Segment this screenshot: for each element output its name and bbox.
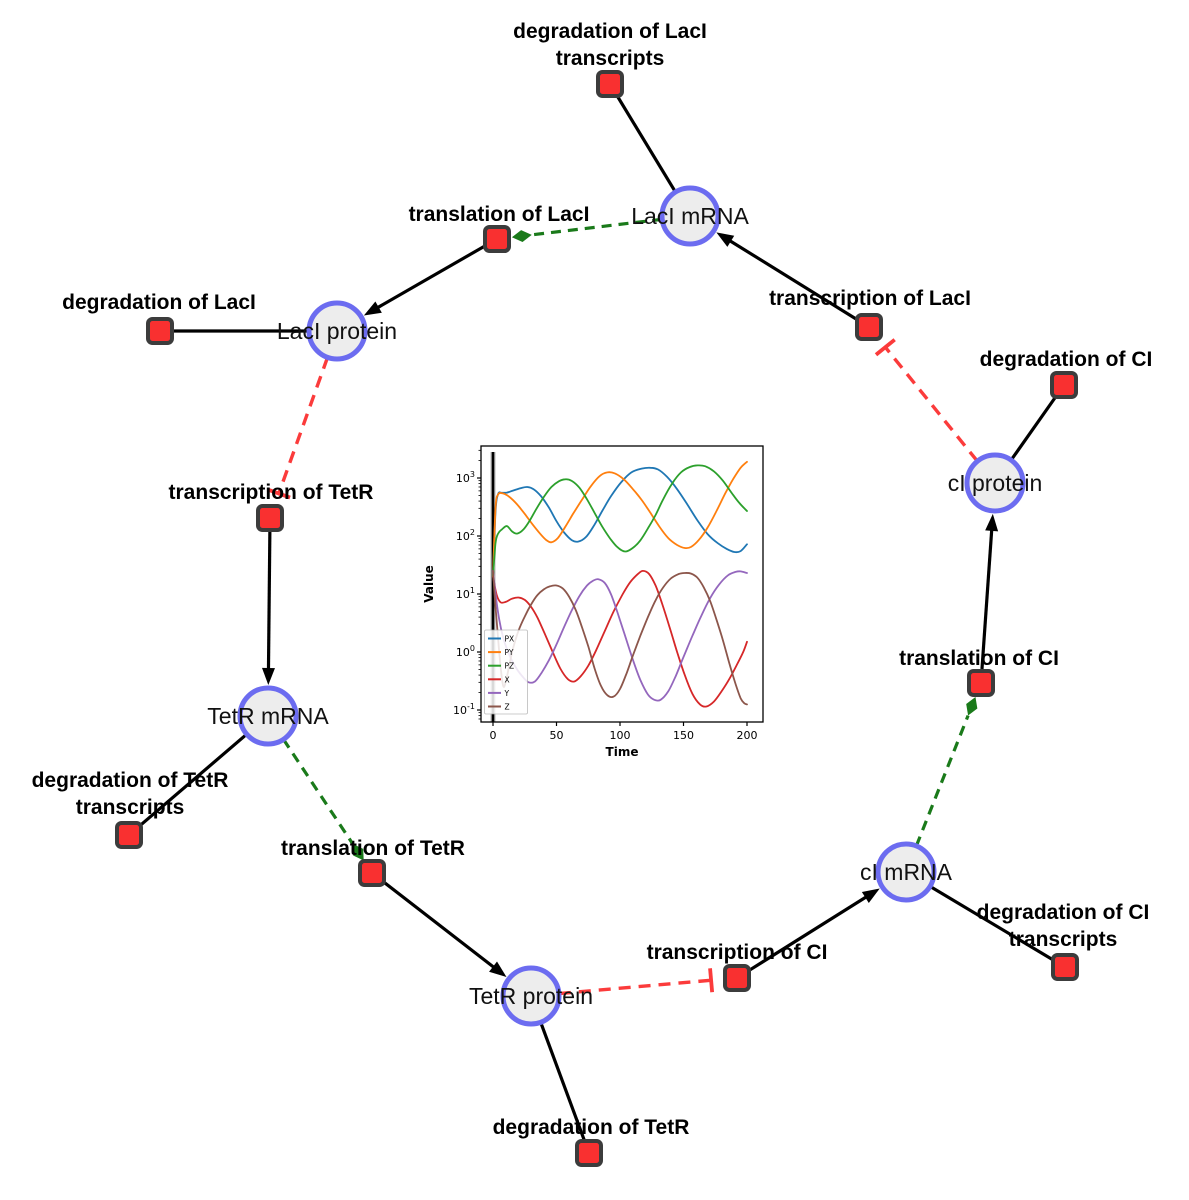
edge-ci-mrna--transl-ci bbox=[914, 714, 970, 847]
reaction-label-transl-tetr-line1: translation of TetR bbox=[281, 837, 465, 860]
edge-transl-laci--laci-protein bbox=[375, 244, 486, 310]
legend-label-x: X bbox=[505, 675, 510, 684]
chart-plot-area bbox=[481, 446, 763, 722]
reaction-label-deg-laci-tx-line2: transcripts bbox=[556, 47, 665, 70]
species-label-laci-mrna: LacI mRNA bbox=[631, 203, 749, 229]
edge-ci-mrna--transl-ci-diamond-icon bbox=[966, 696, 978, 716]
edge-transl-tetr--tetr-protein bbox=[382, 880, 497, 970]
series-line-x bbox=[492, 569, 748, 708]
species-node-ci-mrna[interactable] bbox=[875, 841, 937, 903]
edge-laci-mrna--transl-laci-diamond-icon bbox=[511, 230, 532, 242]
species-label-laci-protein: LacI protein bbox=[277, 318, 397, 344]
edge-laci-mrna--transl-laci bbox=[531, 217, 663, 237]
edge-transc-tetr--tetr-mrna-arrowhead-icon bbox=[261, 667, 275, 686]
chart-spines bbox=[480, 445, 764, 723]
legend-label-y: Y bbox=[504, 689, 510, 698]
reaction-node-transl-laci[interactable] bbox=[483, 225, 511, 253]
y-tick-label: 100 bbox=[456, 644, 475, 659]
reaction-label-deg-ci-tx-line1: degradation of CI bbox=[977, 901, 1150, 924]
species-label-tetr-mrna: TetR mRNA bbox=[207, 703, 329, 729]
chart-y-axis-label: Value bbox=[422, 565, 436, 603]
x-tick-label: 50 bbox=[550, 729, 564, 742]
edge-laci-protein--transc-tetr-tbar-icon bbox=[266, 487, 291, 500]
edge-laci-mrna--deg-laci-tx bbox=[615, 94, 677, 193]
edge-tetr-mrna--transl-tetr-diamond-icon bbox=[352, 843, 364, 861]
species-node-tetr-protein[interactable] bbox=[500, 965, 562, 1027]
x-tick-label: 150 bbox=[673, 729, 694, 742]
chart-x-axis-label: Time bbox=[606, 745, 639, 759]
series-line-py bbox=[492, 460, 748, 578]
edges-layer bbox=[137, 94, 1058, 1142]
edge-transc-ci--ci-mrna bbox=[748, 894, 869, 972]
edge-ci-protein--deg-ci bbox=[1009, 394, 1058, 462]
edge-transl-ci--ci-protein bbox=[980, 527, 994, 670]
reaction-node-transc-tetr[interactable] bbox=[256, 504, 284, 532]
reaction-node-transl-tetr[interactable] bbox=[358, 859, 386, 887]
edge-ci-protein--transc-laci-tbar-icon bbox=[874, 338, 896, 357]
species-node-laci-protein[interactable] bbox=[306, 300, 368, 362]
reaction-label-deg-tetr-tx-line1: degradation of TetR bbox=[32, 769, 229, 792]
reaction-node-transl-ci[interactable] bbox=[967, 669, 995, 697]
reaction-label-transc-tetr-line1: transcription of TetR bbox=[169, 481, 374, 504]
reaction-node-deg-tetr[interactable] bbox=[575, 1139, 603, 1167]
edge-tetr-protein--transc-ci-tbar-icon bbox=[708, 968, 715, 993]
species-label-ci-mrna: cI mRNA bbox=[860, 859, 953, 885]
reaction-label-deg-laci-line1: degradation of LacI bbox=[62, 291, 256, 314]
reaction-node-deg-ci[interactable] bbox=[1050, 371, 1078, 399]
x-tick-label: 200 bbox=[737, 729, 758, 742]
reaction-node-deg-laci[interactable] bbox=[146, 317, 174, 345]
x-tick-label: 100 bbox=[610, 729, 631, 742]
edge-tetr-mrna--transl-tetr bbox=[282, 738, 355, 845]
reaction-label-transl-ci-line1: translation of CI bbox=[899, 647, 1059, 670]
chart-series-layer bbox=[492, 460, 748, 708]
edge-transl-laci--laci-protein-arrowhead-icon bbox=[363, 301, 382, 316]
legend-label-px: PX bbox=[505, 635, 515, 644]
reaction-node-deg-laci-tx[interactable] bbox=[596, 70, 624, 98]
reaction-node-deg-ci-tx[interactable] bbox=[1051, 953, 1079, 981]
edge-transc-ci--ci-mrna-arrowhead-icon bbox=[861, 888, 880, 904]
legend-label-py: PY bbox=[505, 648, 514, 657]
reaction-label-deg-tetr-line1: degradation of TetR bbox=[493, 1116, 690, 1139]
legend-label-z: Z bbox=[505, 703, 510, 712]
edge-transc-tetr--tetr-mrna bbox=[266, 531, 272, 672]
y-tick-label: 10-1 bbox=[453, 702, 475, 717]
reaction-label-deg-laci-tx-line1: degradation of LacI bbox=[513, 20, 707, 43]
series-line-pz bbox=[492, 464, 748, 578]
y-tick-label: 103 bbox=[456, 470, 475, 485]
edge-tetr-mrna--deg-tetr-tx bbox=[137, 732, 248, 828]
edge-transc-laci--laci-mrna bbox=[727, 238, 858, 321]
reaction-label-deg-ci-line1: degradation of CI bbox=[980, 348, 1153, 371]
edge-ci-mrna--deg-ci-tx bbox=[929, 884, 1055, 962]
series-line-px bbox=[492, 466, 748, 578]
species-node-tetr-mrna[interactable] bbox=[237, 685, 299, 747]
x-tick-label: 0 bbox=[490, 729, 497, 742]
reaction-label-transc-laci-line1: transcription of LacI bbox=[769, 287, 971, 310]
species-node-laci-mrna[interactable] bbox=[659, 185, 721, 247]
reaction-label-deg-ci-tx-line2: transcripts bbox=[1009, 928, 1118, 951]
y-tick-label: 101 bbox=[456, 586, 475, 601]
edge-laci-protein--transc-tetr bbox=[277, 356, 330, 495]
nodes-layer: degradation of LacI transcripts translatio… bbox=[32, 20, 1153, 1167]
species-label-ci-protein: cI protein bbox=[948, 470, 1043, 496]
edge-ci-protein--transc-laci bbox=[884, 346, 979, 463]
edge-tetr-protein--transc-ci bbox=[558, 978, 712, 996]
edge-transl-tetr--tetr-protein-arrowhead-icon bbox=[489, 961, 507, 978]
y-tick-label: 102 bbox=[456, 528, 475, 543]
reaction-node-deg-tetr-tx[interactable] bbox=[115, 821, 143, 849]
reaction-label-transc-ci-line1: transcription of CI bbox=[647, 941, 828, 964]
edge-transc-laci--laci-mrna-arrowhead-icon bbox=[716, 232, 735, 247]
edge-transl-ci--ci-protein-arrowhead-icon bbox=[985, 513, 999, 532]
species-node-ci-protein[interactable] bbox=[964, 452, 1026, 514]
legend-label-pz: PZ bbox=[505, 662, 515, 671]
chart-legend: PX PY PZ XYZ bbox=[484, 629, 528, 715]
edge-tetr-protein--deg-tetr bbox=[539, 1021, 586, 1142]
reaction-label-deg-tetr-tx-line2: transcripts bbox=[76, 796, 185, 819]
species-label-tetr-protein: TetR protein bbox=[469, 983, 593, 1009]
reaction-node-transc-ci[interactable] bbox=[723, 964, 751, 992]
reaction-node-transc-laci[interactable] bbox=[855, 313, 883, 341]
reaction-label-transl-laci-line1: translation of LacI bbox=[409, 203, 590, 226]
